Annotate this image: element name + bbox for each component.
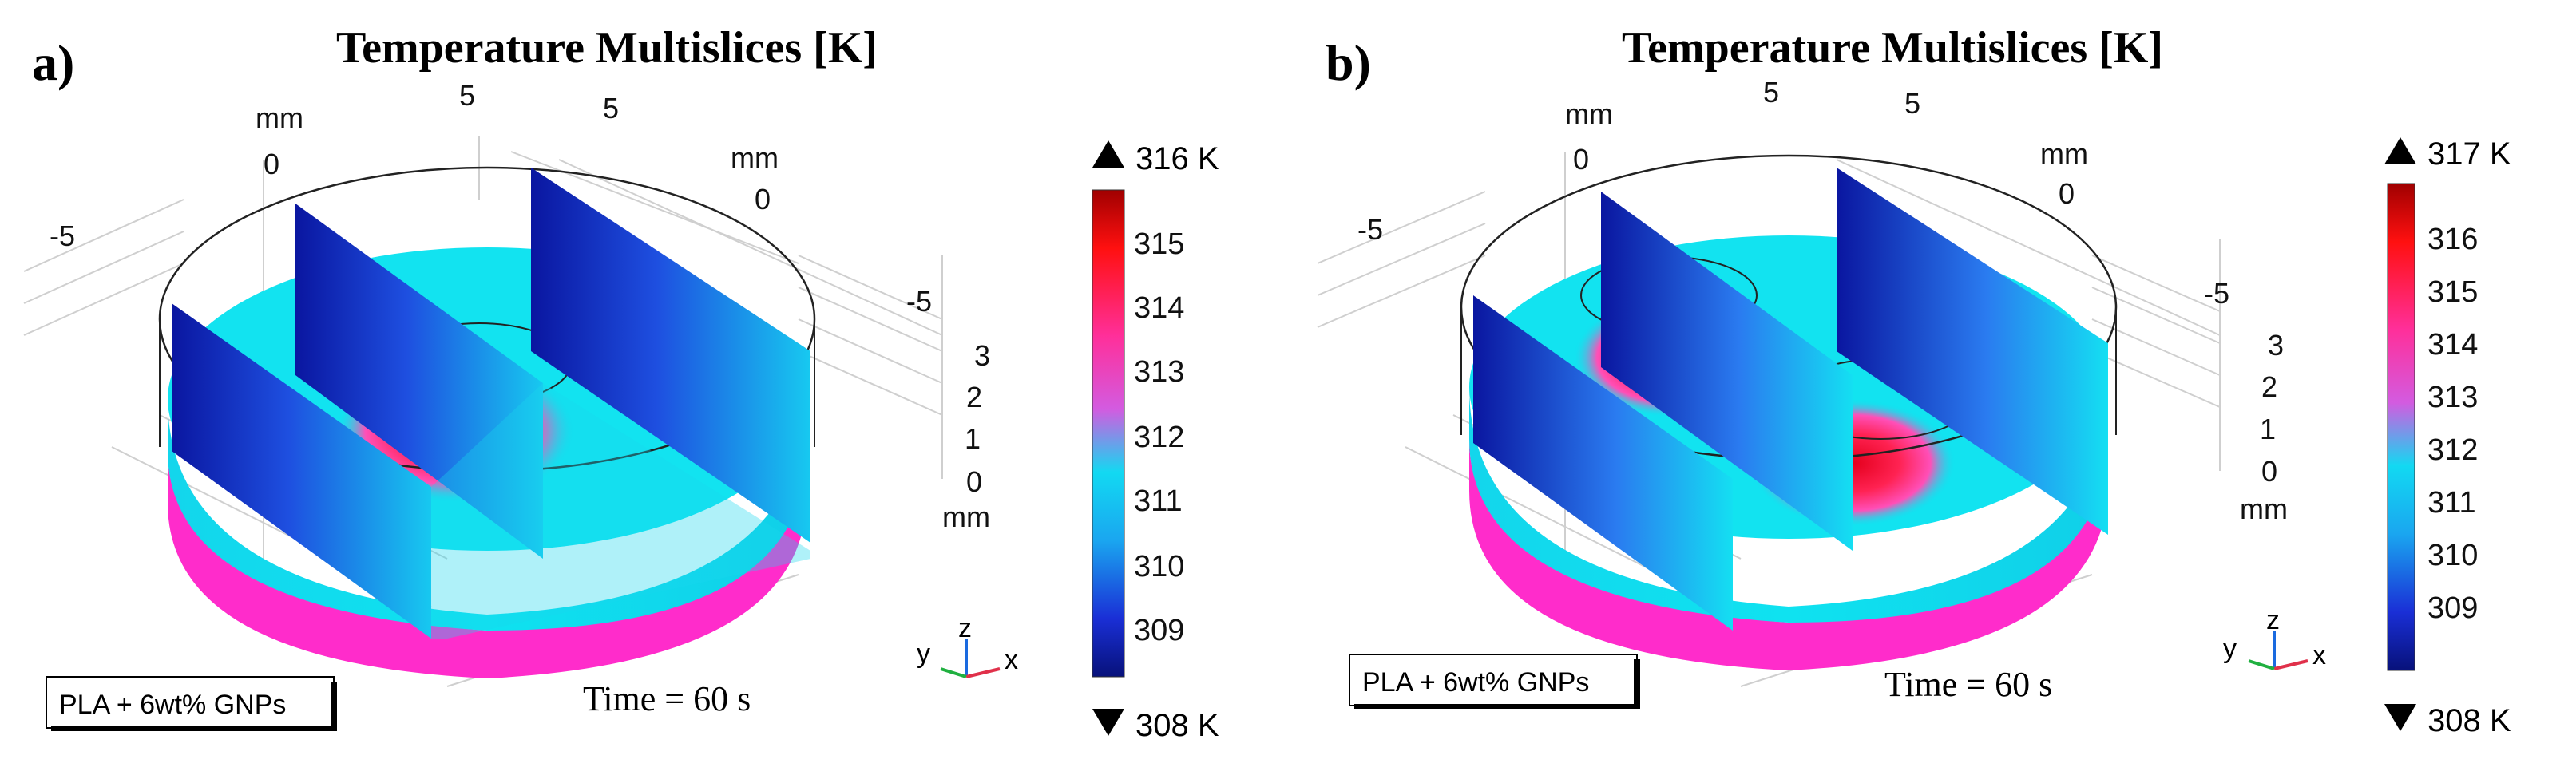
material-label: PLA + 6wt% GNPs [59, 690, 286, 720]
axis-mm-label: mm [731, 141, 779, 174]
colorbar-min-label: 308 K [2427, 703, 2511, 738]
colorbar-tick: 313 [1134, 355, 1184, 389]
axis-tick: -5 [50, 219, 75, 252]
material-label-box: PLA + 6wt% GNPs [46, 676, 337, 731]
axis-tick: 0 [1573, 143, 1589, 176]
z-tick: 0 [2261, 455, 2277, 488]
slice-wall-left [1473, 295, 1733, 631]
colorbar-max-label: 317 K [2427, 136, 2511, 172]
axis-tick: -5 [2204, 277, 2229, 310]
axis-tick: -5 [906, 285, 932, 318]
colorbar-tick: 315 [2427, 275, 2478, 309]
slice-floor [431, 383, 810, 639]
z-tick: 1 [2260, 413, 2276, 445]
colorbar-min-label: 308 K [1135, 708, 1219, 743]
triad-z: z [958, 613, 972, 643]
triad-z: z [2266, 605, 2280, 635]
z-tick: 1 [965, 422, 981, 455]
colorbar-tick: 312 [1134, 421, 1184, 454]
axis-mm-label: mm [942, 500, 990, 533]
magenta-base [1469, 439, 2108, 670]
panel-a: a) Temperature Multislices [K] [23, 23, 1219, 743]
colorbar-tick: 310 [2427, 539, 2478, 572]
slice-wall-center [295, 204, 543, 559]
axis-tick: 0 [2059, 177, 2075, 210]
colorbar-tick: 311 [1134, 484, 1183, 518]
axis-mm-label: mm [2040, 137, 2088, 170]
min-arrow-icon [1092, 709, 1124, 736]
axis-triad-icon: z x y [2223, 605, 2326, 670]
z-tick: 3 [2268, 329, 2284, 362]
colorbar: 317 K 316 315 314 313 312 311 310 309 30… [2384, 136, 2511, 738]
axis-tick: 5 [1763, 76, 1779, 109]
domain-edges [1460, 307, 2117, 435]
min-arrow-icon [2384, 704, 2416, 731]
triad-x: x [2312, 640, 2326, 670]
axis-mm-label: mm [1565, 97, 1613, 130]
material-label: PLA + 6wt% GNPs [1362, 667, 1589, 698]
colorbar-tick: 311 [2427, 486, 2476, 520]
axis-tick: 0 [755, 183, 771, 215]
panel-title: Temperature Multislices [K] [336, 23, 878, 73]
triad-y: y [2223, 634, 2237, 664]
colorbar-scale [1092, 189, 1125, 678]
axis-mm-label: mm [2240, 492, 2288, 525]
triad-y: y [917, 639, 930, 669]
z-tick: 0 [966, 465, 982, 498]
slice-wall-right [1837, 168, 2108, 535]
axis-tick: 5 [459, 79, 475, 112]
slice-wall-right [531, 168, 810, 543]
panel-label: a) [32, 34, 74, 91]
material-label-box: PLA + 6wt% GNPs [1349, 654, 1640, 709]
panel-label: b) [1326, 34, 1371, 91]
domain-edges [159, 319, 815, 447]
z-tick: 3 [974, 339, 990, 372]
colorbar-tick: 316 [2427, 223, 2478, 256]
colorbar-tick: 309 [1134, 614, 1184, 647]
slice-wall-left [172, 303, 431, 639]
axis-tick: 0 [264, 148, 279, 180]
colorbar: 316 K 315 314 313 312 311 310 309 308 K [1092, 140, 1219, 743]
colorbar-tick: 315 [1134, 227, 1184, 261]
colorbar-tick: 314 [2427, 328, 2478, 362]
colorbar-tick: 312 [2427, 433, 2478, 467]
axis-tick: 5 [1904, 87, 1920, 120]
colorbar-tick: 313 [2427, 381, 2478, 414]
time-label: Time = 60 s [583, 679, 751, 718]
slice-wall-center [1601, 192, 1853, 551]
colorbar-scale [2387, 183, 2415, 671]
z-tick: 2 [2261, 370, 2277, 403]
magenta-base [168, 451, 806, 678]
colorbar-max-label: 316 K [1135, 141, 1219, 176]
axis-mm-label: mm [256, 101, 303, 134]
triad-x: x [1005, 645, 1018, 675]
colorbar-tick: 309 [2427, 591, 2478, 625]
colorbar-tick: 314 [1134, 291, 1184, 325]
z-tick: 2 [966, 381, 982, 413]
panel-b: b) Temperature Multislices [K] mm 0 5 5 … [1317, 23, 2511, 738]
max-arrow-icon [1092, 140, 1124, 168]
max-arrow-icon [2384, 137, 2416, 164]
axis-tick: 5 [603, 92, 619, 125]
time-label: Time = 60 s [1884, 665, 2052, 704]
axis-tick: -5 [1357, 213, 1383, 246]
panel-title: Temperature Multislices [K] [1622, 23, 2163, 73]
axis-triad-icon: z x y [917, 613, 1018, 678]
colorbar-tick: 310 [1134, 550, 1184, 583]
